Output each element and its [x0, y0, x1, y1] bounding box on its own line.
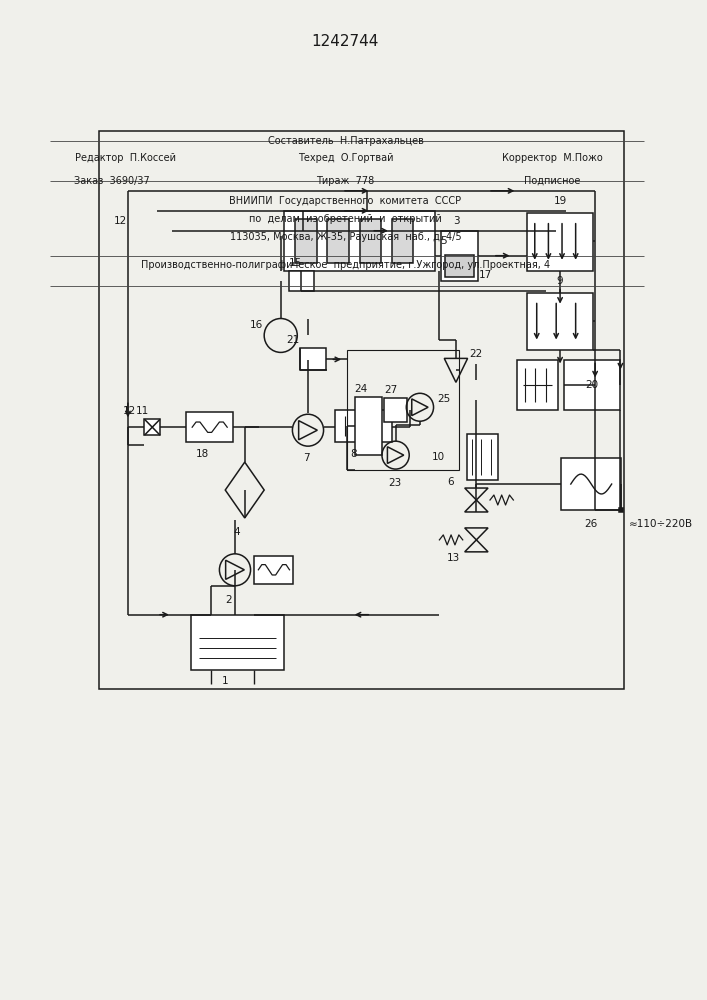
Text: Техред  О.Гортвай: Техред О.Гортвай	[298, 153, 393, 163]
Text: 6: 6	[447, 477, 454, 487]
Text: Редактор  П.Коссей: Редактор П.Коссей	[75, 153, 176, 163]
Text: 113035, Москва, Ж-35, Раушская  наб., д. 4/5: 113035, Москва, Ж-35, Раушская наб., д. …	[230, 232, 461, 242]
Text: 19: 19	[554, 196, 567, 206]
Text: Заказ  3690/37: Заказ 3690/37	[74, 176, 149, 186]
Bar	[384, 398, 407, 422]
Text: 5: 5	[440, 236, 447, 246]
Text: 25: 25	[438, 394, 450, 404]
Bar	[360, 219, 381, 263]
Bar	[99, 131, 624, 689]
Text: 17: 17	[479, 270, 491, 280]
Text: 21: 21	[286, 335, 300, 345]
Bar	[284, 211, 435, 271]
Bar	[144, 419, 160, 435]
Bar	[527, 293, 593, 350]
Bar	[441, 231, 479, 281]
Bar	[392, 219, 413, 263]
Text: 22: 22	[469, 349, 483, 359]
Text: 23: 23	[388, 478, 401, 488]
Text: 26: 26	[585, 519, 598, 529]
Text: 10: 10	[432, 452, 445, 462]
Text: Тираж  778: Тираж 778	[316, 176, 375, 186]
Text: 15: 15	[288, 258, 302, 268]
Bar	[327, 219, 349, 263]
Bar	[619, 508, 624, 512]
Text: 20: 20	[585, 380, 599, 390]
Bar	[288, 271, 314, 291]
Bar	[355, 397, 382, 455]
Text: 24: 24	[355, 384, 368, 394]
Text: 18: 18	[196, 449, 209, 459]
Bar	[564, 360, 621, 410]
Text: 12: 12	[113, 216, 127, 226]
Text: 1242744: 1242744	[311, 34, 379, 49]
Text: 16: 16	[250, 320, 263, 330]
Text: 12: 12	[123, 406, 136, 416]
Bar	[255, 556, 293, 584]
Bar	[518, 360, 558, 410]
Bar	[527, 213, 593, 271]
Text: 2: 2	[226, 595, 232, 605]
Bar	[561, 458, 621, 510]
Text: 9: 9	[557, 276, 563, 286]
Bar	[187, 412, 233, 442]
Text: по  делам  изобретений  и  открытий: по делам изобретений и открытий	[249, 214, 442, 224]
Text: 13: 13	[447, 553, 460, 563]
Text: Корректор  М.Пожо: Корректор М.Пожо	[501, 153, 602, 163]
Bar	[300, 348, 325, 370]
Text: 4: 4	[233, 527, 240, 537]
Text: 11: 11	[136, 406, 149, 416]
Bar	[347, 350, 459, 470]
Text: ≈110÷220В: ≈110÷220В	[629, 519, 694, 529]
Bar	[335, 410, 392, 442]
Bar	[467, 434, 498, 480]
Text: 27: 27	[384, 385, 397, 395]
Bar	[445, 255, 474, 277]
Text: ВНИИПИ  Государственного  комитета  СССР: ВНИИПИ Государственного комитета СССР	[229, 196, 462, 206]
Text: 1: 1	[222, 676, 228, 686]
Text: Составитель  Н.Патрахальцев: Составитель Н.Патрахальцев	[267, 136, 423, 146]
Text: Подписное: Подписное	[524, 176, 580, 186]
Text: 8: 8	[350, 449, 356, 459]
Text: Производственно-полиграфическое  предприятие, г.Ужгород, ул.Проектная, 4: Производственно-полиграфическое предприя…	[141, 260, 550, 270]
Bar	[296, 219, 317, 263]
Text: 7: 7	[303, 453, 310, 463]
Text: 3: 3	[453, 216, 460, 226]
Bar	[191, 615, 284, 670]
